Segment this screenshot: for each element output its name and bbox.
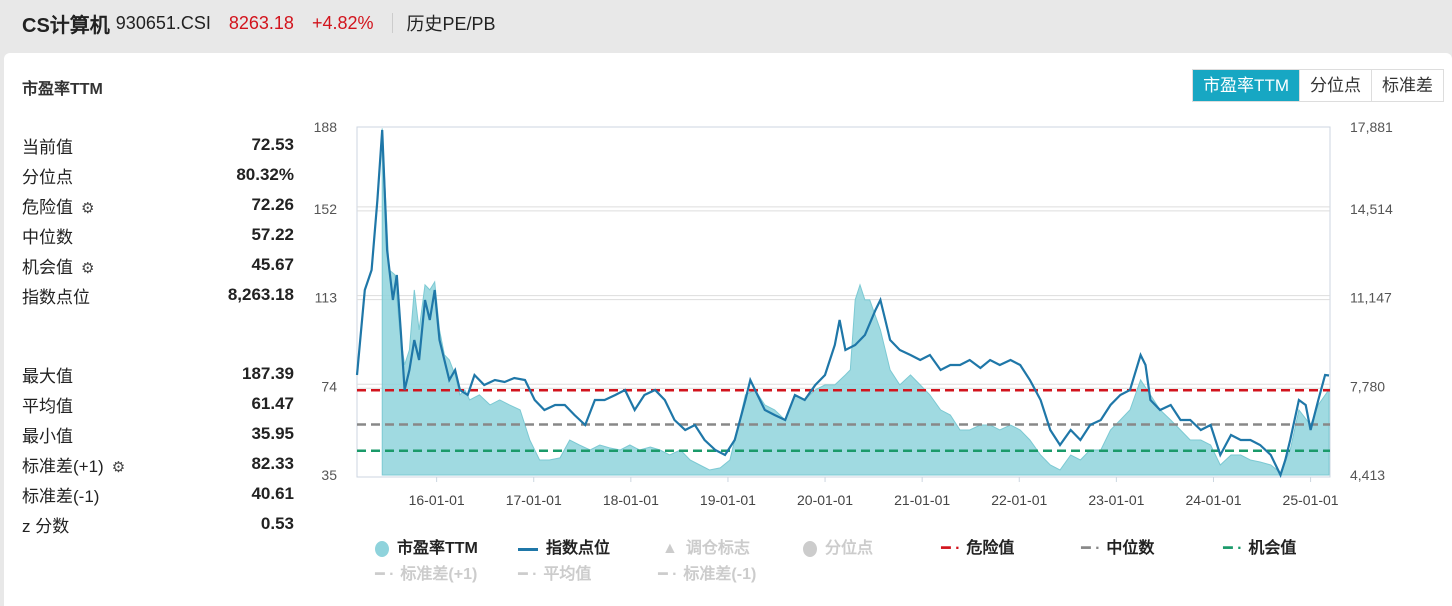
legend-label: 分位点: [825, 540, 874, 557]
stat-row: z 分数 0.53: [22, 509, 294, 539]
legend-marker-icon: ━ ·: [518, 566, 538, 583]
legend-marker-icon: ━ ·: [1223, 540, 1243, 557]
legend-item-median[interactable]: ━ · 中位数: [1081, 538, 1154, 560]
stat-row: 危险值 ⚙ 72.26: [22, 190, 294, 220]
legend-marker-icon: ━ ·: [658, 566, 678, 583]
gear-icon[interactable]: ⚙: [111, 458, 126, 476]
stat-label-text: 中位数: [22, 227, 73, 247]
stat-row: 指数点位 8,263.18: [22, 280, 294, 310]
stat-value: 57.22: [251, 225, 294, 244]
stat-value: 80.32%: [236, 165, 294, 184]
legend-label: 指数点位: [546, 540, 611, 557]
chart-legend: 市盈率TTM 指数点位 ▲ 调仓标志 分位点 ━ · 危险值 ━ · 中位数 ━ · 机会值 ━ · 标…: [375, 538, 1375, 590]
stats-current: 当前值 72.53 分位点 80.32% 危险值 ⚙ 72.26 中位数 57.22 机会值 ⚙ 45…: [22, 130, 294, 310]
stat-label-text: z 分数: [22, 516, 70, 536]
tab-pe-ttm[interactable]: 市盈率TTM: [1193, 70, 1299, 101]
stat-label-text: 标准差(+1): [22, 456, 104, 476]
stat-value: 82.33: [251, 454, 294, 473]
legend-item-mean[interactable]: ━ · 平均值: [518, 564, 591, 586]
legend-label: 调仓标志: [685, 540, 750, 557]
stat-label-text: 最小值: [22, 426, 73, 446]
legend-item-danger-value[interactable]: ━ · 危险值: [941, 538, 1014, 560]
stats-history: 最大值 187.39 平均值 61.47 最小值 35.95 标准差(+1) ⚙ 82.33 标准…: [22, 359, 294, 539]
stat-value: 35.95: [251, 424, 294, 443]
stat-label: z 分数: [22, 512, 69, 537]
history-pe-pb-link[interactable]: 历史PE/PB: [406, 14, 496, 34]
stat-label: 危险值 ⚙: [22, 193, 94, 218]
stat-label-text: 分位点: [22, 167, 73, 187]
stat-label-text: 当前值: [22, 137, 73, 157]
legend-label: 平均值: [543, 566, 592, 583]
stat-row: 分位点 80.32%: [22, 160, 294, 190]
stat-label: 标准差(-1): [22, 482, 99, 507]
stat-label: 平均值: [22, 392, 73, 417]
gear-icon[interactable]: ⚙: [81, 199, 95, 217]
stat-row: 机会值 ⚙ 45.67: [22, 250, 294, 280]
pe-card: 市盈率TTM 市盈率TTM 分位点 标准差 当前值 72.53 分位点 80.32% 危…: [4, 53, 1452, 606]
index-price: 8263.18: [228, 12, 294, 33]
stat-label: 最小值: [22, 422, 73, 447]
stat-row: 标准差(-1) 40.61: [22, 479, 294, 509]
legend-item-rebalance-flag[interactable]: ▲ 调仓标志: [662, 538, 750, 560]
legend-marker-icon: ━ ·: [1081, 540, 1101, 557]
stat-row: 平均值 61.47: [22, 389, 294, 419]
stat-value: 8,263.18: [227, 285, 294, 304]
metric-tabs: 市盈率TTM 分位点 标准差: [1192, 69, 1444, 102]
legend-label: 市盈率TTM: [397, 540, 478, 557]
legend-label: 机会值: [1248, 540, 1297, 557]
legend-label: 标准差(+1): [400, 566, 478, 583]
legend-item-chance-value[interactable]: ━ · 机会值: [1223, 538, 1296, 560]
legend-marker-icon: [803, 541, 817, 557]
stat-value: 0.53: [260, 514, 294, 533]
index-name: CS计算机: [22, 14, 110, 37]
stat-value: 45.67: [251, 255, 294, 274]
stat-row: 当前值 72.53: [22, 130, 294, 160]
index-code: 930651.CSI: [115, 12, 211, 33]
stat-label-text: 标准差(-1): [22, 486, 100, 506]
legend-item-percentile[interactable]: 分位点: [803, 538, 873, 560]
tab-std-dev[interactable]: 标准差: [1371, 70, 1443, 101]
legend-item-std-minus1[interactable]: ━ · 标准差(-1): [658, 564, 756, 586]
stat-label: 标准差(+1) ⚙: [22, 452, 125, 477]
legend-marker-icon: ▲: [662, 540, 678, 557]
tab-percentile[interactable]: 分位点: [1299, 70, 1371, 101]
stat-value: 72.53: [251, 135, 294, 154]
stat-row: 最小值 35.95: [22, 419, 294, 449]
stat-label-text: 平均值: [22, 396, 73, 416]
index-change: +4.82%: [311, 12, 374, 33]
legend-item-pe-ttm[interactable]: 市盈率TTM: [375, 538, 478, 560]
legend-marker-icon: ━ ·: [941, 540, 961, 557]
stat-value: 40.61: [251, 484, 294, 503]
stat-row: 最大值 187.39: [22, 359, 294, 389]
divider: [391, 13, 393, 33]
stat-label: 指数点位: [22, 283, 90, 308]
stat-value: 61.47: [251, 394, 294, 413]
legend-marker-icon: ━ ·: [375, 566, 395, 583]
legend-label: 标准差(-1): [683, 566, 757, 583]
legend-marker-icon: [518, 547, 538, 551]
stat-label: 分位点: [22, 163, 73, 188]
stat-value: 72.26: [251, 195, 294, 214]
legend-label: 危险值: [966, 540, 1015, 557]
stat-label: 机会值 ⚙: [22, 253, 94, 278]
stat-label-text: 危险值: [22, 197, 73, 217]
gear-icon[interactable]: ⚙: [81, 259, 95, 277]
stat-row: 标准差(+1) ⚙ 82.33: [22, 449, 294, 479]
stat-label: 当前值: [22, 133, 73, 158]
stat-value: 187.39: [242, 364, 294, 383]
legend-item-std-plus1[interactable]: ━ · 标准差(+1): [375, 564, 477, 586]
stat-label-text: 机会值: [22, 257, 73, 277]
legend-marker-icon: [375, 541, 389, 557]
stat-label: 最大值: [22, 362, 73, 387]
header: CS计算机 930651.CSI 8263.18 +4.82% 历史PE/PB: [22, 9, 496, 37]
panel-title: 市盈率TTM: [22, 81, 103, 98]
stat-row: 中位数 57.22: [22, 220, 294, 250]
legend-label: 中位数: [1106, 540, 1155, 557]
legend-item-index-level[interactable]: 指数点位: [518, 538, 610, 560]
stat-label: 中位数: [22, 223, 73, 248]
stat-label-text: 指数点位: [22, 287, 90, 307]
stat-label-text: 最大值: [22, 366, 73, 386]
